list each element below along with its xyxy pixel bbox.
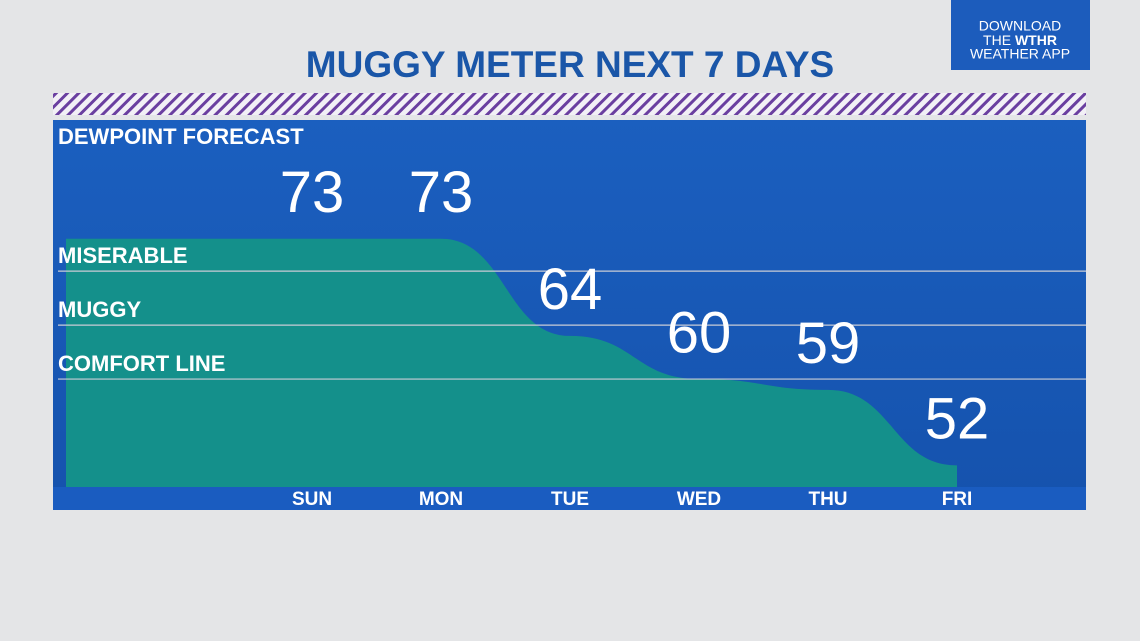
day-label: FRI (942, 489, 973, 510)
plot (58, 238, 1086, 487)
logo-text: DOWNLOAD (979, 18, 1061, 34)
day-label: MON (419, 489, 463, 510)
band-label: MISERABLE (58, 243, 188, 268)
subtitle: DEWPOINT FORECAST (58, 124, 304, 149)
logo-text: THE (983, 32, 1011, 48)
logo-box (951, 0, 1090, 70)
value-label: 59 (796, 311, 861, 376)
value-label: 73 (280, 160, 345, 225)
logo-text: WTHR (1015, 32, 1057, 48)
value-label: 60 (667, 300, 732, 365)
band-label: MUGGY (58, 297, 141, 322)
logo-text: WEATHER APP (970, 46, 1070, 62)
day-label: TUE (551, 489, 589, 510)
hatch-strip (53, 93, 1086, 115)
chart-title: MUGGY METER NEXT 7 DAYS (306, 44, 834, 85)
logo-text: THE WTHR (983, 32, 1057, 48)
day-strip (53, 487, 1086, 510)
day-label: WED (677, 489, 721, 510)
value-label: 73 (409, 160, 474, 225)
area (312, 238, 957, 487)
day-label: SUN (292, 489, 332, 510)
area-lead (66, 238, 312, 487)
value-label: 64 (538, 257, 603, 322)
labels: MISERABLE MUGGY COMFORT LINE 73 SUN 73 MON 64 TU… (58, 160, 989, 510)
value-label: 52 (925, 387, 990, 452)
band-label: COMFORT LINE (58, 351, 225, 376)
day-label: THU (808, 489, 847, 510)
